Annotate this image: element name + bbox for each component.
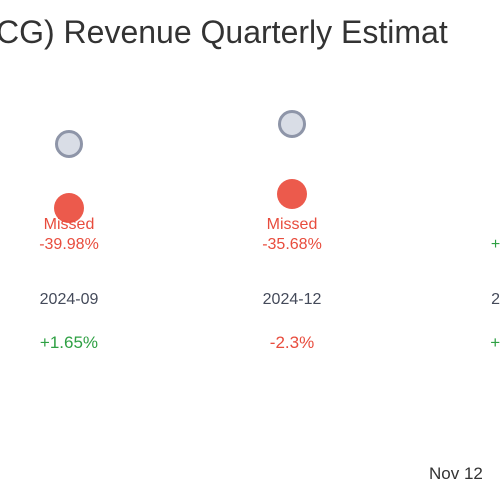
surprise-percent: -39.98% — [39, 236, 99, 253]
footer-date: Nov 12 — [429, 464, 483, 483]
estimate-point — [55, 129, 83, 158]
estimate-point — [278, 110, 306, 138]
period-label: 2024-09 — [39, 291, 99, 308]
price-change: +1.65% — [39, 333, 99, 352]
result-label: Missed — [43, 216, 95, 233]
price-change: +1 — [490, 333, 500, 352]
result-label: Missed — [266, 216, 318, 233]
period-column: Missed -35.68% 2024-12 -2.3% — [212, 0, 372, 420]
period-label: 20 — [491, 291, 500, 308]
period-column: Missed -39.98% 2024-09 +1.65% — [0, 0, 149, 420]
price-change: -2.3% — [269, 333, 315, 352]
period-column: +1 20 +1 — [420, 0, 500, 420]
period-label: 2024-12 — [262, 291, 322, 308]
actual-point — [277, 179, 307, 209]
surprise-percent: +1 — [490, 236, 500, 253]
actual-point — [54, 193, 84, 223]
chart-title: CG) Revenue Quarterly Estimat — [0, 14, 448, 50]
surprise-percent: -35.68% — [262, 236, 322, 253]
